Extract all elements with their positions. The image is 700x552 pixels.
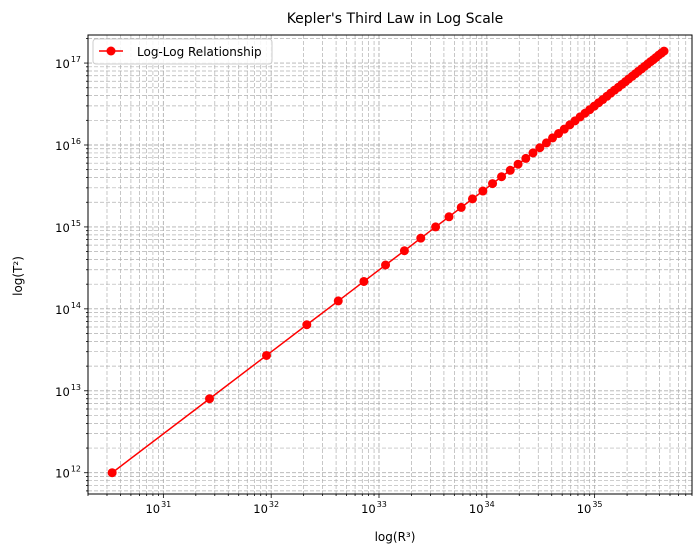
data-point (399, 246, 409, 256)
y-axis-label: log(T²) (11, 256, 25, 296)
axis-ticks: 1031 1032 1033 1034 1035 1012 1013 1014 1015 1016… (55, 37, 693, 516)
x-axis-label: log(R³) (375, 530, 416, 544)
x-tick-label: 1032 (253, 500, 279, 516)
data-point (528, 148, 538, 158)
y-tick-label: 1017 (55, 55, 81, 71)
data-point (456, 202, 466, 212)
data-point (302, 320, 312, 330)
plot-frame (87, 34, 693, 495)
data-point (205, 394, 215, 404)
data-point (541, 138, 551, 148)
data-point (467, 194, 477, 204)
y-tick-label: 1014 (55, 301, 81, 317)
legend-label: Log-Log Relationship (137, 45, 262, 59)
data-point (497, 172, 507, 182)
y-tick-label: 1013 (55, 383, 81, 399)
x-tick-label: 1035 (577, 500, 603, 516)
data-point (535, 143, 545, 153)
legend-box (92, 38, 273, 65)
data-point (359, 276, 369, 286)
data-point (521, 153, 531, 163)
y-tick-label: 1016 (55, 137, 81, 153)
x-tick-label: 1031 (145, 500, 171, 516)
data-point (444, 212, 454, 222)
data-point (333, 296, 343, 306)
data-point (431, 222, 441, 232)
legend-marker (106, 46, 116, 56)
data-point (381, 260, 391, 270)
grid (87, 35, 693, 494)
series-layer (107, 46, 669, 478)
data-point (107, 468, 117, 478)
data-point (262, 350, 271, 360)
x-tick-label: 1034 (469, 500, 495, 516)
data-point (659, 46, 669, 56)
x-tick-label: 1033 (361, 500, 387, 516)
chart-title: Kepler's Third Law in Log Scale (287, 11, 504, 27)
data-point (513, 159, 523, 169)
y-tick-label: 1015 (55, 219, 81, 235)
data-point (478, 186, 488, 196)
data-point (505, 165, 515, 175)
data-point (416, 233, 426, 243)
legend: Log-Log Relationship (92, 38, 273, 65)
y-tick-label: 1012 (55, 465, 81, 481)
data-point (488, 179, 498, 189)
